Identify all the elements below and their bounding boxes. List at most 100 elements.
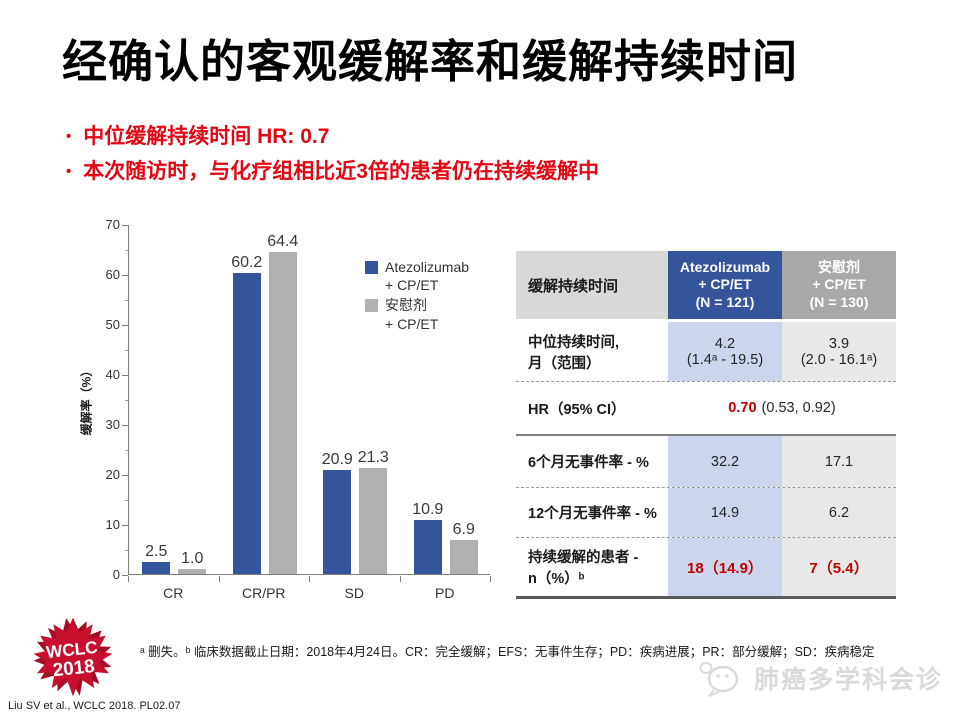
cell-atezolizumab: 14.9 (668, 488, 782, 537)
table-header-atezolizumab: Atezolizumab + CP/ET (N = 121) (668, 251, 782, 319)
y-tick-mark (122, 474, 128, 476)
y-tick-mark (122, 374, 128, 376)
y-tick-mark (122, 574, 128, 576)
table-row-12mo-event-free: 12个月无事件率 - % 14.9 6.2 (516, 488, 896, 538)
y-tick-label: 40 (105, 367, 120, 382)
bar-group: 20.9 21.3 (310, 448, 401, 574)
table-row-hazard-ratio: HR（95% CI） 0.70 (0.53, 0.92) (516, 382, 896, 436)
x-tick-mark (399, 576, 401, 582)
bar-value-label: 60.2 (231, 254, 263, 271)
row-label: HR（95% CI） (528, 401, 626, 418)
x-category-label: SD (344, 585, 364, 601)
citation: Liu SV et al., WCLC 2018. PL02.07 (8, 700, 181, 712)
cell-placebo: 3.9 (2.0 - 16.1ᵃ) (782, 322, 896, 381)
bullet-item: 中位缓解持续时间 HR: 0.7 (66, 126, 599, 147)
bar-chart-plot: 2.5 1.0 60.2 64.4 20.9 21.3 10.9 6.9 (128, 225, 490, 575)
x-tick-mark (490, 576, 491, 582)
wechat-icon (699, 662, 739, 697)
table-row-ongoing-response: 持续缓解的患者 - n（%）ᵇ 18（14.9） 7（5.4） (516, 538, 896, 599)
wclc-2018-logo: WCLC 2018 (14, 616, 132, 698)
y-tick-label: 10 (105, 517, 120, 532)
bar-value-label: 1.0 (181, 550, 204, 567)
table-row-median-duration: 中位持续时间, 月（范围） 4.2 (1.4ᵃ - 19.5) 3.9 (2.0… (516, 322, 896, 382)
y-tick-label: 60 (105, 267, 120, 282)
hr-value-red: 0.70 (728, 400, 757, 416)
y-minor-tick (125, 399, 128, 401)
y-minor-tick (125, 349, 128, 351)
y-tick-label: 30 (105, 417, 120, 432)
x-category-label: PD (435, 585, 455, 601)
bar-unit: 6.9 (449, 520, 478, 574)
bar-value-label: 10.9 (412, 500, 444, 518)
bar-unit: 64.4 (267, 232, 299, 574)
bar-unit: 1.0 (178, 549, 207, 574)
bar-value-label: 64.4 (267, 233, 299, 250)
bar (268, 252, 297, 574)
bar-unit: 60.2 (231, 253, 263, 574)
cell-atezolizumab: 32.2 (668, 436, 782, 487)
bar-value-label: 20.9 (321, 450, 353, 468)
cell-placebo: 17.1 (782, 436, 896, 487)
x-category-label: CR/PR (241, 585, 286, 601)
bar (142, 561, 171, 574)
bar-group: 2.5 1.0 (129, 542, 220, 574)
x-tick-mark (128, 576, 129, 582)
cell-atezolizumab: 18（14.9） (668, 538, 782, 596)
maple-leaf-icon: WCLC 2018 (33, 617, 113, 697)
watermark: 肺癌多学科会诊 (698, 658, 943, 698)
y-tick-mark (122, 224, 128, 226)
bar-value-label: 2.5 (145, 542, 168, 560)
y-tick-label: 0 (112, 567, 120, 582)
bar (449, 539, 478, 574)
table-header-placebo: 安慰剂 + CP/ET (N = 130) (782, 251, 896, 319)
y-tick-mark (122, 324, 128, 326)
row-label: 12个月无事件率 - % (528, 506, 657, 522)
cell-atezolizumab: 4.2 (1.4ᵃ - 19.5) (668, 322, 782, 381)
y-tick-label: 70 (105, 217, 120, 232)
bullet-list: 中位缓解持续时间 HR: 0.7 本次随访时，与化疗组相比近3倍的患者仍在持续缓… (66, 126, 599, 196)
y-tick-mark (122, 524, 128, 526)
duration-of-response-table: 缓解持续时间 Atezolizumab + CP/ET (N = 121) 安慰… (516, 251, 896, 599)
cell-placebo: 6.2 (782, 488, 896, 537)
chart-legend: Atezolizumab + CP/ET 安慰剂 + CP/ET (365, 258, 469, 335)
bar-chart: 缓解率（%） 2.5 1.0 60.2 64.4 20.9 21.3 10.9 6.9 Ate… (72, 215, 512, 615)
legend-item-atezolizumab: Atezolizumab + CP/ET (365, 258, 469, 294)
hr-value-ci: (0.53, 0.92) (761, 400, 836, 416)
bar-group: 60.2 64.4 (220, 232, 311, 574)
y-minor-tick (125, 549, 128, 551)
bullet-item: 本次随访时，与化疗组相比近3倍的患者仍在持续缓解中 (66, 161, 599, 182)
cell-placebo: 7（5.4） (782, 538, 896, 596)
y-minor-tick (125, 499, 128, 501)
bar-value-label: 6.9 (452, 520, 475, 538)
svg-text:2018: 2018 (52, 655, 96, 680)
bar (359, 467, 388, 574)
bar (232, 273, 261, 574)
bar (323, 469, 352, 574)
bar-unit: 21.3 (357, 448, 389, 574)
legend-label: Atezolizumab + CP/ET (385, 259, 470, 294)
bar (413, 519, 442, 574)
row-label: 6个月无事件率 - % (528, 455, 649, 471)
bar (178, 569, 207, 574)
table-header-label: 缓解持续时间 (516, 251, 668, 319)
y-minor-tick (125, 449, 128, 451)
bar-group: 10.9 6.9 (401, 500, 492, 574)
bar-value-label: 21.3 (357, 448, 389, 466)
bar-unit: 10.9 (412, 500, 444, 574)
bar-unit: 20.9 (321, 450, 353, 574)
x-tick-mark (218, 576, 220, 582)
y-minor-tick (125, 299, 128, 301)
legend-item-placebo: 安慰剂 + CP/ET (365, 296, 469, 332)
y-tick-label: 20 (105, 467, 120, 482)
legend-label: 安慰剂 + CP/ET (385, 297, 439, 332)
cell-hr-value: 0.70 (0.53, 0.92) (668, 382, 896, 434)
footnote: ᵃ 删失。ᵇ 临床数据截止日期：2018年4月24日。CR：完全缓解；EFS：无… (140, 645, 875, 659)
y-tick-mark (122, 424, 128, 426)
row-label: 中位持续时间, 月（范围） (528, 334, 620, 372)
legend-swatch-gray (365, 299, 378, 313)
table-row-6mo-event-free: 6个月无事件率 - % 32.2 17.1 (516, 436, 896, 488)
table-header-row: 缓解持续时间 Atezolizumab + CP/ET (N = 121) 安慰… (516, 251, 896, 319)
watermark-text: 肺癌多学科会诊 (754, 666, 944, 694)
y-tick-mark (122, 274, 128, 276)
